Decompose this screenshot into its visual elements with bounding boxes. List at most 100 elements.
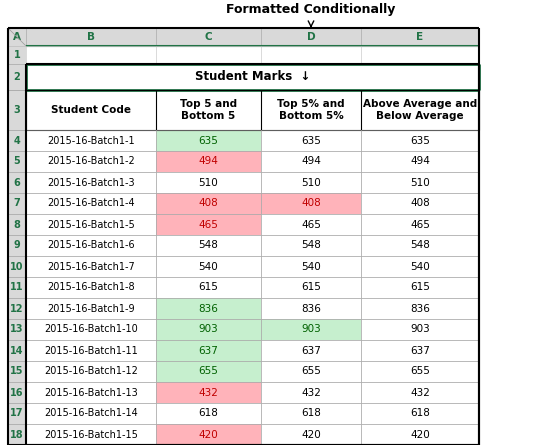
Text: 2015-16-Batch1-8: 2015-16-Batch1-8	[47, 283, 135, 292]
Text: 510: 510	[199, 178, 219, 187]
Text: 2015-16-Batch1-14: 2015-16-Batch1-14	[44, 409, 138, 418]
Text: 494: 494	[199, 157, 219, 166]
Bar	[361, 340, 479, 361]
Bar	[261, 151, 361, 172]
Bar	[8, 130, 26, 151]
Text: 2015-16-Batch1-15: 2015-16-Batch1-15	[44, 429, 138, 440]
Text: 2015-16-Batch1-12: 2015-16-Batch1-12	[44, 367, 138, 376]
Bar	[361, 214, 479, 235]
Bar	[8, 235, 26, 256]
Text: D: D	[307, 32, 315, 42]
Text: 540: 540	[410, 262, 430, 271]
Text: 618: 618	[410, 409, 430, 418]
Text: 615: 615	[410, 283, 430, 292]
Text: 9: 9	[14, 240, 21, 251]
Text: 548: 548	[199, 240, 219, 251]
Bar	[26, 340, 156, 361]
Bar	[361, 256, 479, 277]
Text: 3: 3	[14, 105, 21, 115]
Text: C: C	[204, 32, 212, 42]
Text: 903: 903	[301, 324, 321, 335]
Text: 11: 11	[10, 283, 24, 292]
Bar	[156, 256, 261, 277]
Text: 615: 615	[301, 283, 321, 292]
Bar	[26, 277, 156, 298]
Text: 903: 903	[410, 324, 430, 335]
Text: 2015-16-Batch1-5: 2015-16-Batch1-5	[47, 219, 135, 230]
Bar	[361, 382, 479, 403]
Bar	[361, 403, 479, 424]
Bar	[156, 130, 261, 151]
Text: 432: 432	[410, 388, 430, 397]
Bar	[261, 172, 361, 193]
Bar	[8, 256, 26, 277]
Bar	[261, 214, 361, 235]
Text: 494: 494	[410, 157, 430, 166]
Text: 1: 1	[14, 50, 21, 60]
Text: B: B	[87, 32, 95, 42]
Text: 2015-16-Batch1-11: 2015-16-Batch1-11	[44, 345, 138, 356]
Text: 655: 655	[410, 367, 430, 376]
Bar	[156, 172, 261, 193]
Text: 618: 618	[199, 409, 219, 418]
Bar	[26, 298, 156, 319]
Text: 836: 836	[410, 303, 430, 313]
Text: 465: 465	[199, 219, 219, 230]
Bar	[361, 151, 479, 172]
Bar	[8, 298, 26, 319]
Text: 618: 618	[301, 409, 321, 418]
Bar	[8, 382, 26, 403]
Bar	[261, 319, 361, 340]
Text: 836: 836	[199, 303, 219, 313]
Bar	[156, 193, 261, 214]
Bar	[261, 46, 361, 64]
Text: 16: 16	[10, 388, 24, 397]
Bar	[26, 46, 156, 64]
Bar	[26, 319, 156, 340]
Bar	[156, 46, 261, 64]
Text: 6: 6	[14, 178, 21, 187]
Bar	[156, 214, 261, 235]
Text: 420: 420	[410, 429, 430, 440]
Text: 2015-16-Batch1-9: 2015-16-Batch1-9	[47, 303, 135, 313]
Text: 903: 903	[199, 324, 219, 335]
Text: Top 5 and
Bottom 5: Top 5 and Bottom 5	[180, 99, 237, 121]
Text: 14: 14	[10, 345, 24, 356]
Bar	[361, 90, 479, 130]
Text: 2015-16-Batch1-7: 2015-16-Batch1-7	[47, 262, 135, 271]
Bar	[26, 151, 156, 172]
Text: 2015-16-Batch1-6: 2015-16-Batch1-6	[47, 240, 135, 251]
Text: 17: 17	[10, 409, 24, 418]
Bar	[261, 90, 361, 130]
Text: 5: 5	[14, 157, 21, 166]
Bar	[261, 382, 361, 403]
Bar	[8, 277, 26, 298]
Bar	[156, 403, 261, 424]
Bar	[26, 361, 156, 382]
Text: 13: 13	[10, 324, 24, 335]
Text: 635: 635	[410, 135, 430, 146]
Bar	[361, 235, 479, 256]
Text: 615: 615	[199, 283, 219, 292]
Text: 4: 4	[14, 135, 21, 146]
Bar	[8, 361, 26, 382]
Text: 836: 836	[301, 303, 321, 313]
Bar	[8, 193, 26, 214]
Text: A: A	[13, 32, 21, 42]
Bar	[361, 172, 479, 193]
Bar	[261, 340, 361, 361]
Bar	[8, 424, 26, 445]
Text: 420: 420	[199, 429, 219, 440]
Text: 2015-16-Batch1-13: 2015-16-Batch1-13	[44, 388, 138, 397]
Bar	[8, 28, 479, 46]
Bar	[261, 424, 361, 445]
Bar	[261, 403, 361, 424]
Text: 2015-16-Batch1-1: 2015-16-Batch1-1	[47, 135, 135, 146]
Text: 12: 12	[10, 303, 24, 313]
Text: 2015-16-Batch1-4: 2015-16-Batch1-4	[47, 198, 135, 209]
Bar	[361, 424, 479, 445]
Text: 18: 18	[10, 429, 24, 440]
Bar	[156, 235, 261, 256]
Text: 8: 8	[14, 219, 21, 230]
Bar	[8, 172, 26, 193]
